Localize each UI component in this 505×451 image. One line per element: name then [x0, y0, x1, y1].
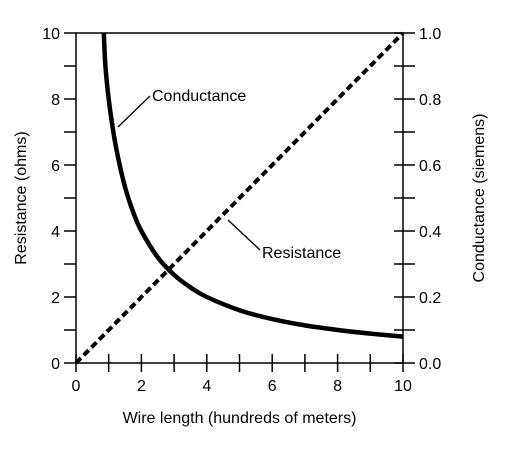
- x-tick-label: 8: [333, 378, 342, 395]
- y-left-tick-label: 0: [51, 356, 60, 373]
- y-left-tick-label: 4: [51, 224, 60, 241]
- y-right-axis-title: Conductance (siemens): [471, 114, 488, 283]
- y-right-tick-label: 1.0: [419, 26, 441, 43]
- y-left-tick-label: 6: [51, 158, 60, 175]
- x-axis-title: Wire length (hundreds of meters): [123, 410, 357, 427]
- y-left-tick-label: 2: [51, 290, 60, 307]
- axis-labels: 0 2 4 6 8 10 0 2 4 6 8 10 0.0 0.2 0.4 0.6 0.8 1.0 Wire len…: [13, 26, 488, 427]
- axis-ticks: [64, 32, 415, 372]
- x-tick-label: 4: [202, 378, 211, 395]
- x-tick-label: 2: [137, 378, 146, 395]
- y-left-tick-label: 10: [42, 26, 60, 43]
- x-tick-label: 10: [394, 378, 412, 395]
- series-layer: [74, 31, 405, 365]
- y-right-tick-label: 0.0: [419, 356, 441, 373]
- y-right-tick-label: 0.2: [419, 290, 441, 307]
- y-right-tick-label: 0.6: [419, 158, 441, 175]
- annotation-label-resistance: Resistance: [262, 245, 341, 262]
- y-right-tick-label: 0.4: [419, 224, 441, 241]
- annotation-label-conductance: Conductance: [152, 88, 246, 105]
- y-left-axis-title: Resistance (ohms): [13, 131, 30, 264]
- y-left-tick-label: 8: [51, 92, 60, 109]
- x-tick-label: 6: [268, 378, 277, 395]
- series-line-resistance: [74, 31, 405, 365]
- series-line-conductance: [101, 32, 404, 339]
- annotations: Conductance Resistance: [117, 88, 341, 262]
- annotation-leader-resistance: [227, 219, 261, 251]
- annotation-leader-conductance: [117, 95, 151, 128]
- x-tick-label: 0: [72, 378, 81, 395]
- y-right-tick-label: 0.8: [419, 92, 441, 109]
